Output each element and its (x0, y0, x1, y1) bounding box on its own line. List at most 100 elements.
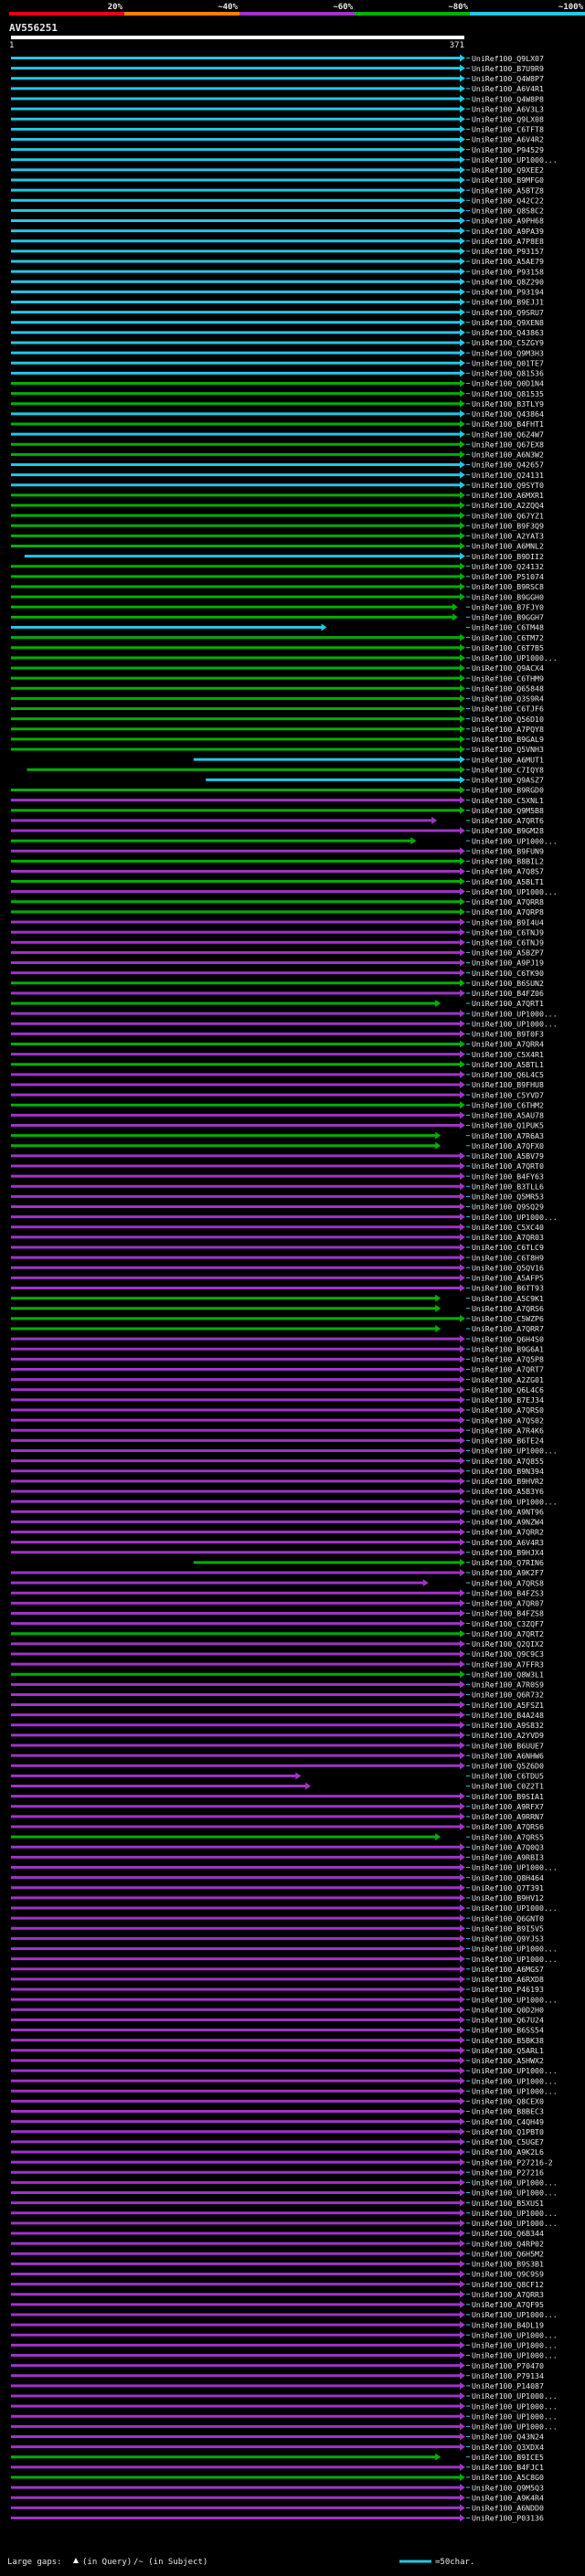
hit-label[interactable]: UniRef100_A7QRS6 (472, 1304, 544, 1313)
hit-label[interactable]: UniRef100_Q5MR53 (472, 1193, 544, 1202)
hit-label[interactable]: UniRef100_Q01TE7 (472, 358, 544, 367)
hit-row[interactable]: UniRef100_Q3S9R4 (11, 694, 544, 704)
hit-label[interactable]: UniRef100_A7QRT2 (472, 1629, 544, 1638)
hit-row[interactable]: UniRef100_B9FHU8 (11, 1080, 544, 1089)
hit-row[interactable]: UniRef100_B9RGD0 (11, 786, 544, 795)
hit-row[interactable]: UniRef100_C3ZQF7 (11, 1619, 544, 1628)
hit-label[interactable]: UniRef100_B9ICE5 (472, 2453, 544, 2462)
hit-label[interactable]: UniRef100_P79134 (472, 2371, 544, 2380)
hit-label[interactable]: UniRef100_A7QRR7 (472, 1324, 544, 1333)
hit-label[interactable]: UniRef100_P93157 (472, 247, 544, 256)
hit-label[interactable]: UniRef100_Q0D2H0 (472, 2005, 544, 2014)
hit-row[interactable]: UniRef100_B6SS54 (11, 2026, 544, 2035)
hit-row[interactable]: UniRef100_B4FZS3 (11, 1588, 544, 1597)
hit-row[interactable]: UniRef100_P03136 (11, 2514, 544, 2523)
hit-label[interactable]: UniRef100_A7QF95 (472, 2300, 544, 2309)
hit-label[interactable]: UniRef100_Q65848 (472, 684, 544, 693)
hit-row[interactable]: UniRef100_B8BIL2 (11, 857, 544, 866)
hit-row[interactable]: UniRef100_UP1000... (11, 155, 558, 164)
hit-row[interactable]: UniRef100_Q43863 (11, 328, 544, 337)
hit-label[interactable]: UniRef100_B7EJ34 (472, 1395, 544, 1405)
hit-label[interactable]: UniRef100_UP1000... (472, 653, 558, 663)
hit-label[interactable]: UniRef100_B8BEC3 (472, 2107, 544, 2116)
hit-label[interactable]: UniRef100_UP1000... (472, 2422, 558, 2432)
hit-label[interactable]: UniRef100_A5HWX2 (472, 2056, 544, 2065)
hit-label[interactable]: UniRef100_A7QRT0 (472, 1161, 544, 1171)
hit-row[interactable]: UniRef100_A6V3L3 (11, 104, 544, 113)
hit-row[interactable]: UniRef100_A9NT96 (11, 1507, 544, 1516)
hit-row[interactable]: UniRef100_UP1000... (11, 2086, 558, 2095)
hit-row[interactable]: UniRef100_B9HJX4 (11, 1548, 544, 1557)
hit-label[interactable]: UniRef100_Q5Z6D0 (472, 1762, 544, 1771)
hit-label[interactable]: UniRef100_B9G6A1 (472, 1344, 544, 1353)
hit-label[interactable]: UniRef100_UP1000... (472, 2209, 558, 2218)
hit-label[interactable]: UniRef100_Q9C9C3 (472, 1649, 544, 1659)
hit-row[interactable]: UniRef100_A7QFX0 (11, 1141, 544, 1150)
hit-label[interactable]: UniRef100_A7Q8S7 (472, 867, 544, 876)
hit-label[interactable]: UniRef100_B7U9R9 (472, 64, 544, 73)
hit-row[interactable]: UniRef100_Q8S8C2 (11, 207, 544, 216)
hit-row[interactable]: UniRef100_A9NZW4 (11, 1518, 544, 1527)
hit-label[interactable]: UniRef100_B8BIL2 (472, 857, 544, 866)
hit-row[interactable]: UniRef100_UP1000... (11, 2391, 558, 2401)
hit-row[interactable]: UniRef100_Q9M3H3 (11, 348, 544, 357)
hit-row[interactable]: UniRef100_Q2QIX2 (11, 1639, 544, 1648)
hit-label[interactable]: UniRef100_A5AE79 (472, 257, 544, 266)
hit-row[interactable]: UniRef100_C5WZP6 (11, 1314, 544, 1323)
hit-row[interactable]: UniRef100_B9I4U4 (11, 917, 544, 927)
hit-label[interactable]: UniRef100_B9GM28 (472, 826, 544, 835)
hit-row[interactable]: UniRef100_A7R0S9 (11, 1680, 544, 1690)
hit-label[interactable]: UniRef100_A6N3W2 (472, 451, 544, 460)
hit-label[interactable]: UniRef100_Q9YJS3 (472, 1935, 544, 1944)
hit-label[interactable]: UniRef100_Q42C22 (472, 196, 544, 205)
hit-row[interactable]: UniRef100_Q1PBT0 (11, 2127, 544, 2136)
hit-row[interactable]: UniRef100_C6TNJ9 (11, 938, 544, 948)
hit-row[interactable]: UniRef100_Q9SRU7 (11, 308, 544, 317)
hit-label[interactable]: UniRef100_C5UGE7 (472, 2137, 544, 2147)
hit-row[interactable]: UniRef100_B9GM28 (11, 826, 544, 835)
hit-label[interactable]: UniRef100_B6SS54 (472, 2026, 544, 2035)
hit-label[interactable]: UniRef100_Q9LX08 (472, 115, 544, 124)
hit-label[interactable]: UniRef100_A5BV79 (472, 1151, 544, 1161)
hit-row[interactable]: UniRef100_Q42C22 (11, 196, 544, 205)
hit-label[interactable]: UniRef100_UP1000... (472, 2086, 558, 2095)
hit-row[interactable]: UniRef100_UP1000... (11, 2330, 558, 2339)
hit-row[interactable]: UniRef100_B9I5V5 (11, 1924, 544, 1933)
hit-label[interactable]: UniRef100_Q9XEE2 (472, 165, 544, 175)
hit-row[interactable]: UniRef100_B9T0F3 (11, 1030, 544, 1039)
hit-label[interactable]: UniRef100_C6TFT8 (472, 125, 544, 134)
hit-row[interactable]: UniRef100_A7QRS8 (11, 1578, 544, 1587)
hit-row[interactable]: UniRef100_A5FSZ1 (11, 1701, 544, 1710)
hit-label[interactable]: UniRef100_B9MFG0 (472, 175, 544, 185)
hit-label[interactable]: UniRef100_C5ZGY9 (472, 338, 544, 347)
hit-row[interactable]: UniRef100_C6T7B5 (11, 643, 544, 652)
hit-label[interactable]: UniRef100_A7QRR8 (472, 897, 544, 906)
hit-row[interactable]: UniRef100_A7QF95 (11, 2300, 544, 2309)
hit-row[interactable]: UniRef100_C5X4R1 (11, 1050, 544, 1059)
hit-row[interactable]: UniRef100_A7Q855 (11, 1457, 544, 1466)
hit-label[interactable]: UniRef100_A7R6A3 (472, 1131, 544, 1140)
hit-label[interactable]: UniRef100_UP1000... (472, 1903, 558, 1913)
hit-label[interactable]: UniRef100_P27216 (472, 2168, 544, 2177)
hit-row[interactable]: UniRef100_P14087 (11, 2381, 544, 2390)
hit-row[interactable]: UniRef100_Q9XEE2 (11, 165, 544, 175)
hit-label[interactable]: UniRef100_C4QH49 (472, 2117, 544, 2126)
hit-row[interactable]: UniRef100_Q9YJS3 (11, 1935, 544, 1944)
hit-label[interactable]: UniRef100_C6THM2 (472, 1100, 544, 1109)
hit-label[interactable]: UniRef100_C3ZQF7 (472, 1619, 544, 1628)
hit-row[interactable]: UniRef100_C7IQY8 (27, 765, 544, 774)
hit-label[interactable]: UniRef100_UP1000... (472, 1213, 558, 1222)
hit-row[interactable]: UniRef100_C5ZGY9 (11, 338, 544, 347)
hit-row[interactable]: UniRef100_UP1000... (11, 2066, 558, 2075)
hit-label[interactable]: UniRef100_C6TDU5 (472, 1772, 544, 1781)
hit-row[interactable]: UniRef100_A2ZG01 (11, 1375, 544, 1384)
hit-row[interactable]: UniRef100_B9ICE5 (11, 2453, 544, 2462)
hit-label[interactable]: UniRef100_Q6L4C6 (472, 1385, 544, 1394)
hit-label[interactable]: UniRef100_C5X4R1 (472, 1050, 544, 1059)
hit-row[interactable]: UniRef100_Q24132 (11, 562, 544, 571)
hit-label[interactable]: UniRef100_Q9M5Q3 (472, 2483, 544, 2492)
hit-row[interactable]: UniRef100_P93158 (11, 267, 544, 276)
hit-row[interactable]: UniRef100_Q5Z6D0 (11, 1762, 544, 1771)
hit-row[interactable]: UniRef100_A5BTL1 (11, 1060, 544, 1069)
hit-row[interactable]: UniRef100_A7QR07 (11, 1599, 544, 1608)
